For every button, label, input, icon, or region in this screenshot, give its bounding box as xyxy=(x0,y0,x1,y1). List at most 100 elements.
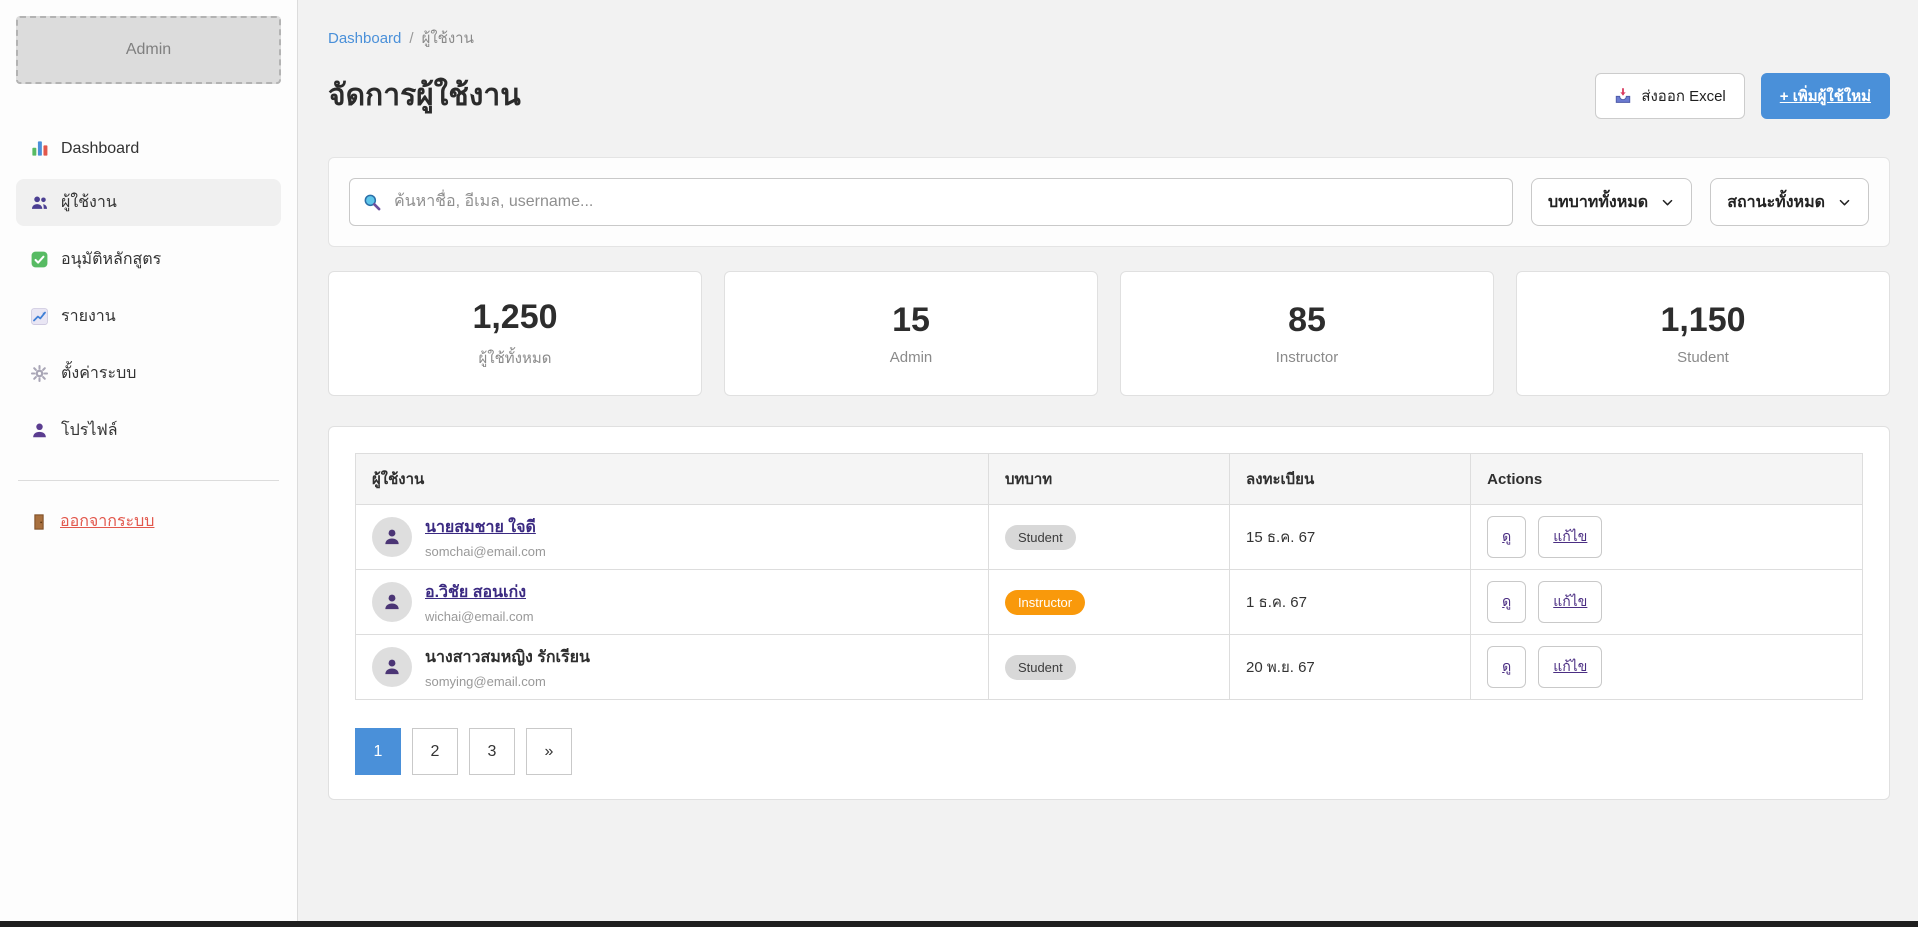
export-excel-label: ส่งออก Excel xyxy=(1641,88,1726,105)
user-email: somying@email.com xyxy=(425,674,546,689)
gear-icon xyxy=(30,364,49,383)
role-filter-select[interactable]: บทบาททั้งหมด xyxy=(1530,178,1693,226)
user-name-email: อ.วิชัย สอนเก่ง wichai@email.com xyxy=(425,580,534,624)
avatar-person-icon xyxy=(382,657,402,677)
sidebar-item-reports[interactable]: รายงาน xyxy=(16,293,281,340)
user-name-link[interactable]: อ.วิชัย สอนเก่ง xyxy=(425,584,526,601)
user-avatar xyxy=(372,582,412,622)
logout-label: ออกจากระบบ xyxy=(60,513,155,530)
action-buttons: ดู แก้ไข xyxy=(1487,581,1846,623)
column-header-user: ผู้ใช้งาน xyxy=(355,453,989,505)
stat-label: Instructor xyxy=(1275,349,1339,366)
avatar-person-icon xyxy=(382,527,402,547)
avatar-person-icon xyxy=(382,592,402,612)
breadcrumb-dashboard-link[interactable]: Dashboard xyxy=(328,29,402,47)
page-title: จัดการผู้ใช้งาน xyxy=(328,79,521,112)
sidebar-item-label: ผู้ใช้งาน xyxy=(61,194,117,211)
sidebar-item-label: โปรไฟล์ xyxy=(61,422,118,439)
sidebar-menu: Dashboard ผู้ใช้งานอนุมัติหลักสูตรรายงานต… xyxy=(16,128,281,454)
chevron-down-icon xyxy=(1837,195,1852,210)
role-cell: Student xyxy=(987,504,1231,570)
page-button-2[interactable]: 2 xyxy=(412,728,458,775)
sidebar-divider xyxy=(18,480,279,481)
stat-card-student: 1,150 Student xyxy=(1516,271,1890,396)
view-button[interactable]: ดู xyxy=(1487,516,1527,558)
status-filter-select[interactable]: สถานะทั้งหมด xyxy=(1710,178,1869,226)
admin-logo: Admin xyxy=(16,16,281,84)
search-input[interactable] xyxy=(349,178,1513,226)
pagination: 1 2 3» xyxy=(355,728,1863,775)
sidebar-item-label: Dashboard xyxy=(61,139,140,157)
user-cell: นางสาวสมหญิง รักเรียน somying@email.com xyxy=(355,634,989,700)
page-header: จัดการผู้ใช้งาน ส่งออก Excel + เพิ่มผู้ใ… xyxy=(328,72,1890,119)
stat-label: ผู้ใช้ทั้งหมด xyxy=(478,349,552,367)
export-excel-button[interactable]: ส่งออก Excel xyxy=(1595,73,1745,119)
edit-button[interactable]: แก้ไข xyxy=(1538,516,1603,558)
stat-value: 15 xyxy=(892,301,930,339)
registered-date: 1 ธ.ค. 67 xyxy=(1246,594,1307,611)
add-user-button[interactable]: + เพิ่มผู้ใช้ใหม่ xyxy=(1760,73,1890,119)
user-email: wichai@email.com xyxy=(425,609,534,624)
search-field-wrap xyxy=(349,178,1513,226)
door-icon xyxy=(30,513,48,531)
sidebar-item-profile[interactable]: โปรไฟล์ xyxy=(16,407,281,454)
sidebar-item-settings[interactable]: ตั้งค่าระบบ xyxy=(16,350,281,397)
table-row: อ.วิชัย สอนเก่ง wichai@email.com Instructo… xyxy=(355,569,1863,635)
role-cell: Student xyxy=(987,634,1231,700)
registered-cell: 15 ธ.ค. 67 xyxy=(1229,504,1472,570)
column-header-registered: ลงทะเบียน xyxy=(1229,453,1472,505)
role-badge: Student xyxy=(1004,524,1076,550)
page-button-1[interactable]: 1 xyxy=(355,728,401,775)
edit-button[interactable]: แก้ไข xyxy=(1538,581,1603,623)
column-header-role: บทบาท xyxy=(987,453,1231,505)
action-buttons: ดู แก้ไข xyxy=(1487,646,1846,688)
stat-value: 1,150 xyxy=(1660,301,1746,339)
sidebar-item-label: รายงาน xyxy=(61,308,116,325)
edit-button[interactable]: แก้ไข xyxy=(1538,646,1603,688)
page-button-3[interactable]: 3 xyxy=(469,728,515,775)
users-table: ผู้ใช้งาน บทบาท ลงทะเบียน Actions นายสมช… xyxy=(355,453,1863,700)
user-name-link[interactable]: นายสมชาย ใจดี xyxy=(425,519,536,536)
actions-cell: ดู แก้ไข xyxy=(1470,569,1863,635)
sidebar-item-label: ตั้งค่าระบบ xyxy=(61,365,137,382)
view-button[interactable]: ดู xyxy=(1487,646,1527,688)
sidebar-item-dashboard[interactable]: Dashboard xyxy=(16,128,281,169)
header-actions: ส่งออก Excel + เพิ่มผู้ใช้ใหม่ xyxy=(1595,73,1890,119)
chevron-down-icon xyxy=(1660,195,1675,210)
logout-button[interactable]: ออกจากระบบ xyxy=(30,509,281,534)
user-avatar xyxy=(372,647,412,687)
sidebar: Admin Dashboard ผู้ใช้งานอนุมัติหลักสูตรร… xyxy=(0,0,298,927)
sidebar-item-label: อนุมัติหลักสูตร xyxy=(61,251,162,268)
table-header-row: ผู้ใช้งาน บทบาท ลงทะเบียน Actions xyxy=(355,453,1863,505)
user-email: somchai@email.com xyxy=(425,544,546,559)
user-name-link: นางสาวสมหญิง รักเรียน xyxy=(425,649,590,666)
status-filter-value: สถานะทั้งหมด xyxy=(1727,193,1825,211)
breadcrumb-separator: / xyxy=(409,29,414,47)
user-cell: อ.วิชัย สอนเก่ง wichai@email.com xyxy=(355,569,989,635)
stat-value: 1,250 xyxy=(472,297,558,336)
chart-line-icon xyxy=(30,307,49,326)
bottom-edge-bar xyxy=(0,921,1918,927)
user-info: นายสมชาย ใจดี somchai@email.com xyxy=(372,515,972,559)
role-badge: Instructor xyxy=(1004,589,1086,615)
breadcrumb: Dashboard / ผู้ใช้งาน xyxy=(328,26,1890,50)
sidebar-item-approve-courses[interactable]: อนุมัติหลักสูตร xyxy=(16,236,281,283)
check-icon xyxy=(30,250,49,269)
users-table-panel: ผู้ใช้งาน บทบาท ลงทะเบียน Actions นายสมช… xyxy=(328,426,1890,800)
stat-label: Student xyxy=(1677,349,1729,366)
user-info: อ.วิชัย สอนเก่ง wichai@email.com xyxy=(372,580,972,624)
export-tray-icon xyxy=(1614,87,1632,105)
view-button[interactable]: ดู xyxy=(1487,581,1527,623)
registered-cell: 1 ธ.ค. 67 xyxy=(1229,569,1472,635)
bar-chart-icon xyxy=(30,139,49,158)
stat-card-instructor: 85 Instructor xyxy=(1120,271,1494,396)
page-next-button[interactable]: » xyxy=(526,728,572,775)
filter-panel: บทบาททั้งหมด สถานะทั้งหมด xyxy=(328,157,1890,247)
sidebar-item-users[interactable]: ผู้ใช้งาน xyxy=(16,179,281,226)
role-filter-value: บทบาททั้งหมด xyxy=(1547,193,1649,211)
users-table-body: นายสมชาย ใจดี somchai@email.com Student 15 … xyxy=(355,504,1863,700)
stat-value: 85 xyxy=(1288,301,1326,339)
registered-date: 20 พ.ย. 67 xyxy=(1246,659,1315,676)
admin-logo-label: Admin xyxy=(125,41,172,58)
